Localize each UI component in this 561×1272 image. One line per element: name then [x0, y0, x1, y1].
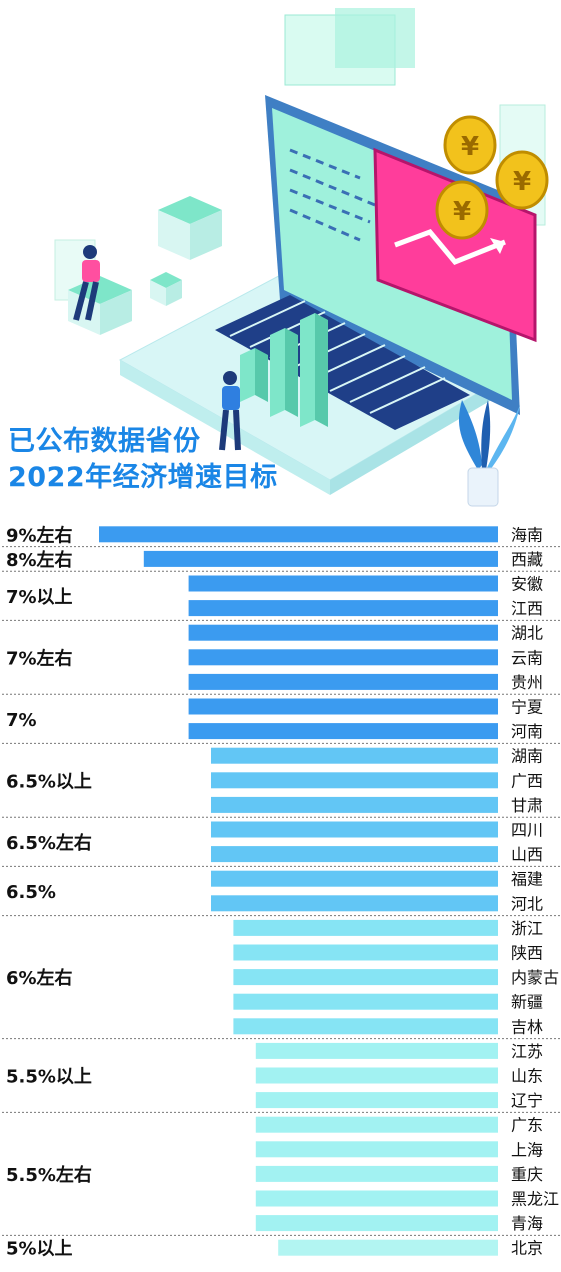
coin-icon: ¥: [435, 180, 489, 240]
bar-辽宁: [255, 1092, 498, 1109]
chart-title: 已公布数据省份 2022年经济增速目标: [8, 424, 278, 496]
bar-江西: [188, 600, 498, 617]
bar-江苏: [255, 1042, 498, 1059]
province-label: 新疆: [511, 993, 543, 1012]
floating-panel-icon: [335, 8, 415, 68]
province-label: 内蒙古: [511, 968, 559, 987]
bar-福建: [211, 870, 498, 887]
group-label: 5%以上: [6, 1239, 73, 1260]
province-label: 山东: [511, 1067, 543, 1086]
svg-text:¥: ¥: [513, 167, 531, 197]
group-label: 7%以上: [6, 587, 73, 608]
bar-山西: [211, 846, 498, 863]
bar-贵州: [188, 673, 498, 690]
group-label: 5.5%左右: [6, 1164, 92, 1186]
province-label: 河北: [511, 894, 543, 913]
province-label: 陕西: [511, 944, 543, 963]
bar-甘肃: [211, 796, 498, 813]
bar-宁夏: [188, 698, 498, 715]
bar-四川: [211, 821, 498, 838]
bar-海南: [99, 526, 498, 543]
group-label: 8%左右: [6, 549, 73, 571]
province-label: 河南: [511, 722, 543, 741]
bar-黑龙江: [255, 1190, 498, 1207]
bar-湖北: [188, 624, 498, 641]
screen-text-lines-icon: [289, 148, 376, 242]
person-sitting-icon: [73, 245, 100, 321]
province-label: 海南: [511, 525, 543, 544]
province-label: 安徽: [511, 575, 543, 594]
province-label: 湖北: [511, 624, 543, 643]
plant-icon: [458, 400, 520, 507]
bar-安徽: [188, 575, 498, 592]
province-label: 广西: [511, 771, 543, 790]
bar-湖南: [211, 747, 498, 764]
cube-icon: [158, 196, 222, 260]
province-label: 山西: [511, 845, 543, 864]
hero-illustration: ¥ ¥ ¥: [54, 8, 549, 507]
bar-云南: [188, 649, 498, 666]
trend-arrow-icon: [394, 229, 506, 265]
group-label: 7%: [6, 710, 37, 731]
province-label: 西藏: [511, 550, 543, 569]
bar-陕西: [233, 944, 498, 961]
province-label: 重庆: [511, 1165, 543, 1184]
province-label: 江苏: [511, 1042, 543, 1061]
group-label: 7%左右: [6, 647, 73, 669]
group-label: 6.5%以上: [6, 771, 92, 792]
coin-icon: ¥: [443, 115, 497, 175]
bar-山东: [255, 1067, 498, 1084]
province-label: 上海: [511, 1140, 543, 1159]
coin-icon: ¥: [495, 150, 549, 210]
bar-青海: [255, 1215, 498, 1232]
group-label: 5.5%以上: [6, 1067, 92, 1088]
province-label: 吉林: [511, 1017, 543, 1036]
province-label: 青海: [511, 1214, 543, 1233]
province-label: 甘肃: [511, 796, 543, 815]
svg-text:¥: ¥: [453, 197, 471, 227]
bar-广东: [255, 1116, 498, 1133]
province-label: 广东: [511, 1116, 543, 1135]
trend-arrow-head-icon: [490, 238, 505, 254]
bar-西藏: [143, 550, 499, 567]
province-label: 黑龙江: [511, 1190, 559, 1209]
group-label: 6%左右: [6, 967, 73, 989]
cube-icon: [150, 272, 182, 306]
bar-广西: [211, 772, 498, 789]
bar-新疆: [233, 993, 498, 1010]
laptop-base-side-icon: [330, 380, 500, 495]
bar-北京: [278, 1239, 498, 1256]
group-label: 9%左右: [6, 524, 73, 546]
province-label: 福建: [511, 870, 543, 889]
province-label: 江西: [511, 599, 543, 618]
group-label: 6.5%左右: [6, 832, 92, 854]
province-label: 浙江: [511, 919, 543, 938]
person-standing-icon: [219, 371, 241, 451]
title-line-1: 已公布数据省份: [8, 426, 201, 457]
bar-吉林: [233, 1018, 498, 1035]
province-label: 湖南: [511, 747, 543, 766]
bar-内蒙古: [233, 969, 498, 986]
title-line-2: 2022年经济增速目标: [8, 462, 278, 493]
bar-blocks-icon: [240, 313, 328, 427]
svg-text:¥: ¥: [461, 132, 479, 162]
province-label: 宁夏: [511, 698, 543, 717]
province-label: 辽宁: [511, 1091, 543, 1110]
province-label: 四川: [511, 821, 543, 840]
province-label: 云南: [511, 648, 543, 667]
province-label: 贵州: [511, 673, 543, 692]
province-label: 北京: [511, 1239, 543, 1258]
bar-河南: [188, 723, 498, 740]
bar-重庆: [255, 1165, 498, 1182]
bar-河北: [211, 895, 498, 912]
bar-上海: [255, 1141, 498, 1158]
bar-浙江: [233, 919, 498, 936]
group-label: 6.5%: [6, 882, 56, 903]
